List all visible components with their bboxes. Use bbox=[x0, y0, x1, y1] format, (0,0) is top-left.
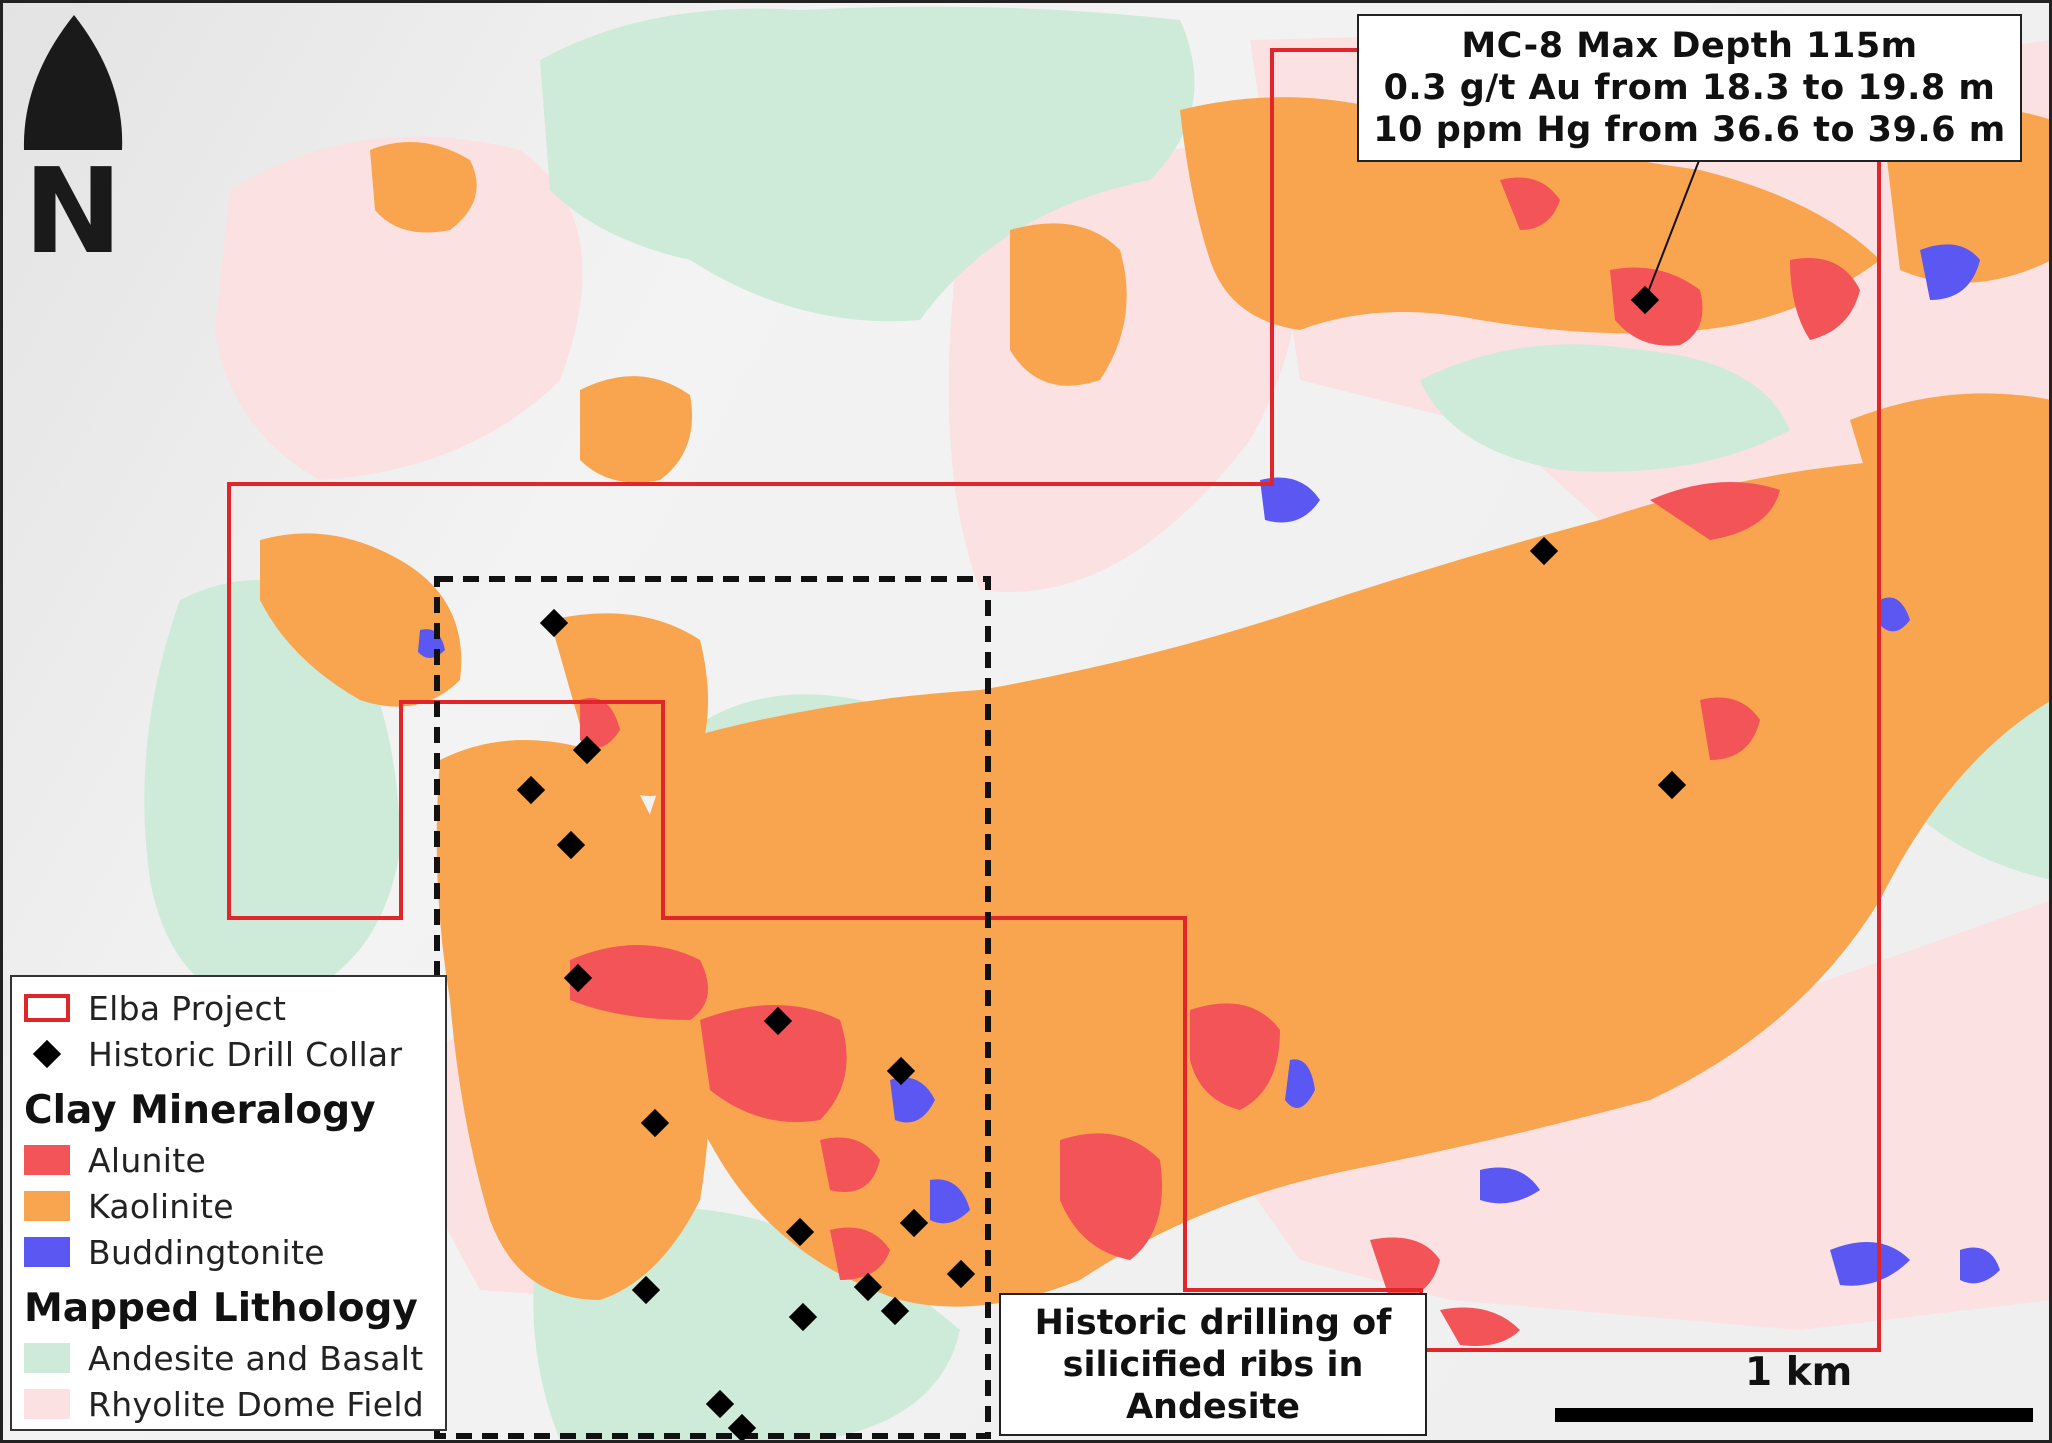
legend-heading-lithology: Mapped Lithology bbox=[24, 1286, 418, 1331]
legend-item-rhyolite: Rhyolite Dome Field bbox=[24, 1381, 433, 1427]
drill-collar[interactable] bbox=[563, 963, 593, 993]
legend-label: Rhyolite Dome Field bbox=[88, 1384, 425, 1424]
legend-label: Andesite and Basalt bbox=[88, 1338, 424, 1378]
callout-line-1: MC-8 Max Depth 115m bbox=[1461, 26, 1918, 66]
callout-line-3: 10 ppm Hg from 36.6 to 39.6 m bbox=[1373, 110, 2006, 150]
buddingtonite-zones bbox=[418, 244, 2000, 1286]
legend-item-elba-project: Elba Project bbox=[24, 985, 433, 1031]
drill-collar[interactable] bbox=[640, 1108, 670, 1138]
drill-collar[interactable] bbox=[763, 1006, 793, 1036]
legend-label: Buddingtonite bbox=[88, 1232, 325, 1272]
callout-leader-line bbox=[1644, 157, 1701, 301]
scale-bar bbox=[1555, 1408, 2033, 1422]
legend-label: Alunite bbox=[88, 1140, 207, 1180]
drill-collar[interactable] bbox=[1529, 536, 1559, 566]
historic-drilling-area bbox=[434, 576, 991, 1439]
drill-collar-swatch bbox=[32, 1039, 62, 1069]
legend-item-buddingtonite: Buddingtonite bbox=[24, 1229, 433, 1275]
legend-label: Kaolinite bbox=[88, 1186, 234, 1226]
elba-project-boundary bbox=[227, 48, 1881, 1352]
note-line-1: Historic drilling of bbox=[1034, 1302, 1392, 1343]
drill-collar[interactable] bbox=[516, 775, 546, 805]
mc8-callout: MC-8 Max Depth 115m 0.3 g/t Au from 18.3… bbox=[1357, 14, 2022, 162]
legend-item-andesite: Andesite and Basalt bbox=[24, 1335, 433, 1381]
drill-collar[interactable] bbox=[853, 1272, 883, 1302]
callout-line-2: 0.3 g/t Au from 18.3 to 19.8 m bbox=[1383, 68, 1996, 108]
buddingtonite-swatch bbox=[24, 1237, 70, 1267]
elba-project-swatch bbox=[24, 994, 70, 1022]
rhyolite-swatch bbox=[24, 1389, 70, 1419]
drill-collar[interactable] bbox=[886, 1056, 916, 1086]
legend-item-drill-collar: Historic Drill Collar bbox=[24, 1031, 433, 1077]
drill-collar[interactable] bbox=[705, 1389, 735, 1419]
drill-collars bbox=[516, 285, 1687, 1443]
alunite-swatch bbox=[24, 1145, 70, 1175]
drill-collar[interactable] bbox=[727, 1413, 757, 1443]
drill-collar[interactable] bbox=[785, 1217, 815, 1247]
andesite-swatch bbox=[24, 1343, 70, 1373]
drill-collar[interactable] bbox=[946, 1259, 976, 1289]
north-arrow-icon: N bbox=[24, 15, 123, 280]
note-line-3: Andesite bbox=[1125, 1386, 1301, 1427]
drill-collar[interactable] bbox=[899, 1208, 929, 1238]
drill-collar[interactable] bbox=[880, 1296, 910, 1326]
north-arrow-letter: N bbox=[24, 142, 123, 280]
legend-label: Historic Drill Collar bbox=[88, 1034, 403, 1074]
legend: Elba Project Historic Drill Collar Clay … bbox=[10, 975, 447, 1431]
legend-label: Elba Project bbox=[88, 988, 287, 1028]
drill-collar[interactable] bbox=[572, 735, 602, 765]
drill-collar[interactable] bbox=[1630, 285, 1660, 315]
note-line-2: silicified ribs in bbox=[1062, 1344, 1364, 1385]
alunite-zones bbox=[570, 177, 1860, 1346]
legend-item-alunite: Alunite bbox=[24, 1137, 433, 1183]
drill-collar[interactable] bbox=[556, 830, 586, 860]
drill-collar[interactable] bbox=[1657, 770, 1687, 800]
legend-item-kaolinite: Kaolinite bbox=[24, 1183, 433, 1229]
drill-collar[interactable] bbox=[788, 1302, 818, 1332]
historic-drilling-note: Historic drilling of silicified ribs in … bbox=[999, 1293, 1427, 1436]
kaolinite-swatch bbox=[24, 1191, 70, 1221]
drill-collar[interactable] bbox=[631, 1275, 661, 1305]
drill-collar[interactable] bbox=[539, 608, 569, 638]
legend-heading-clay: Clay Mineralogy bbox=[24, 1088, 376, 1133]
scale-label: 1 km bbox=[1745, 1350, 1853, 1395]
